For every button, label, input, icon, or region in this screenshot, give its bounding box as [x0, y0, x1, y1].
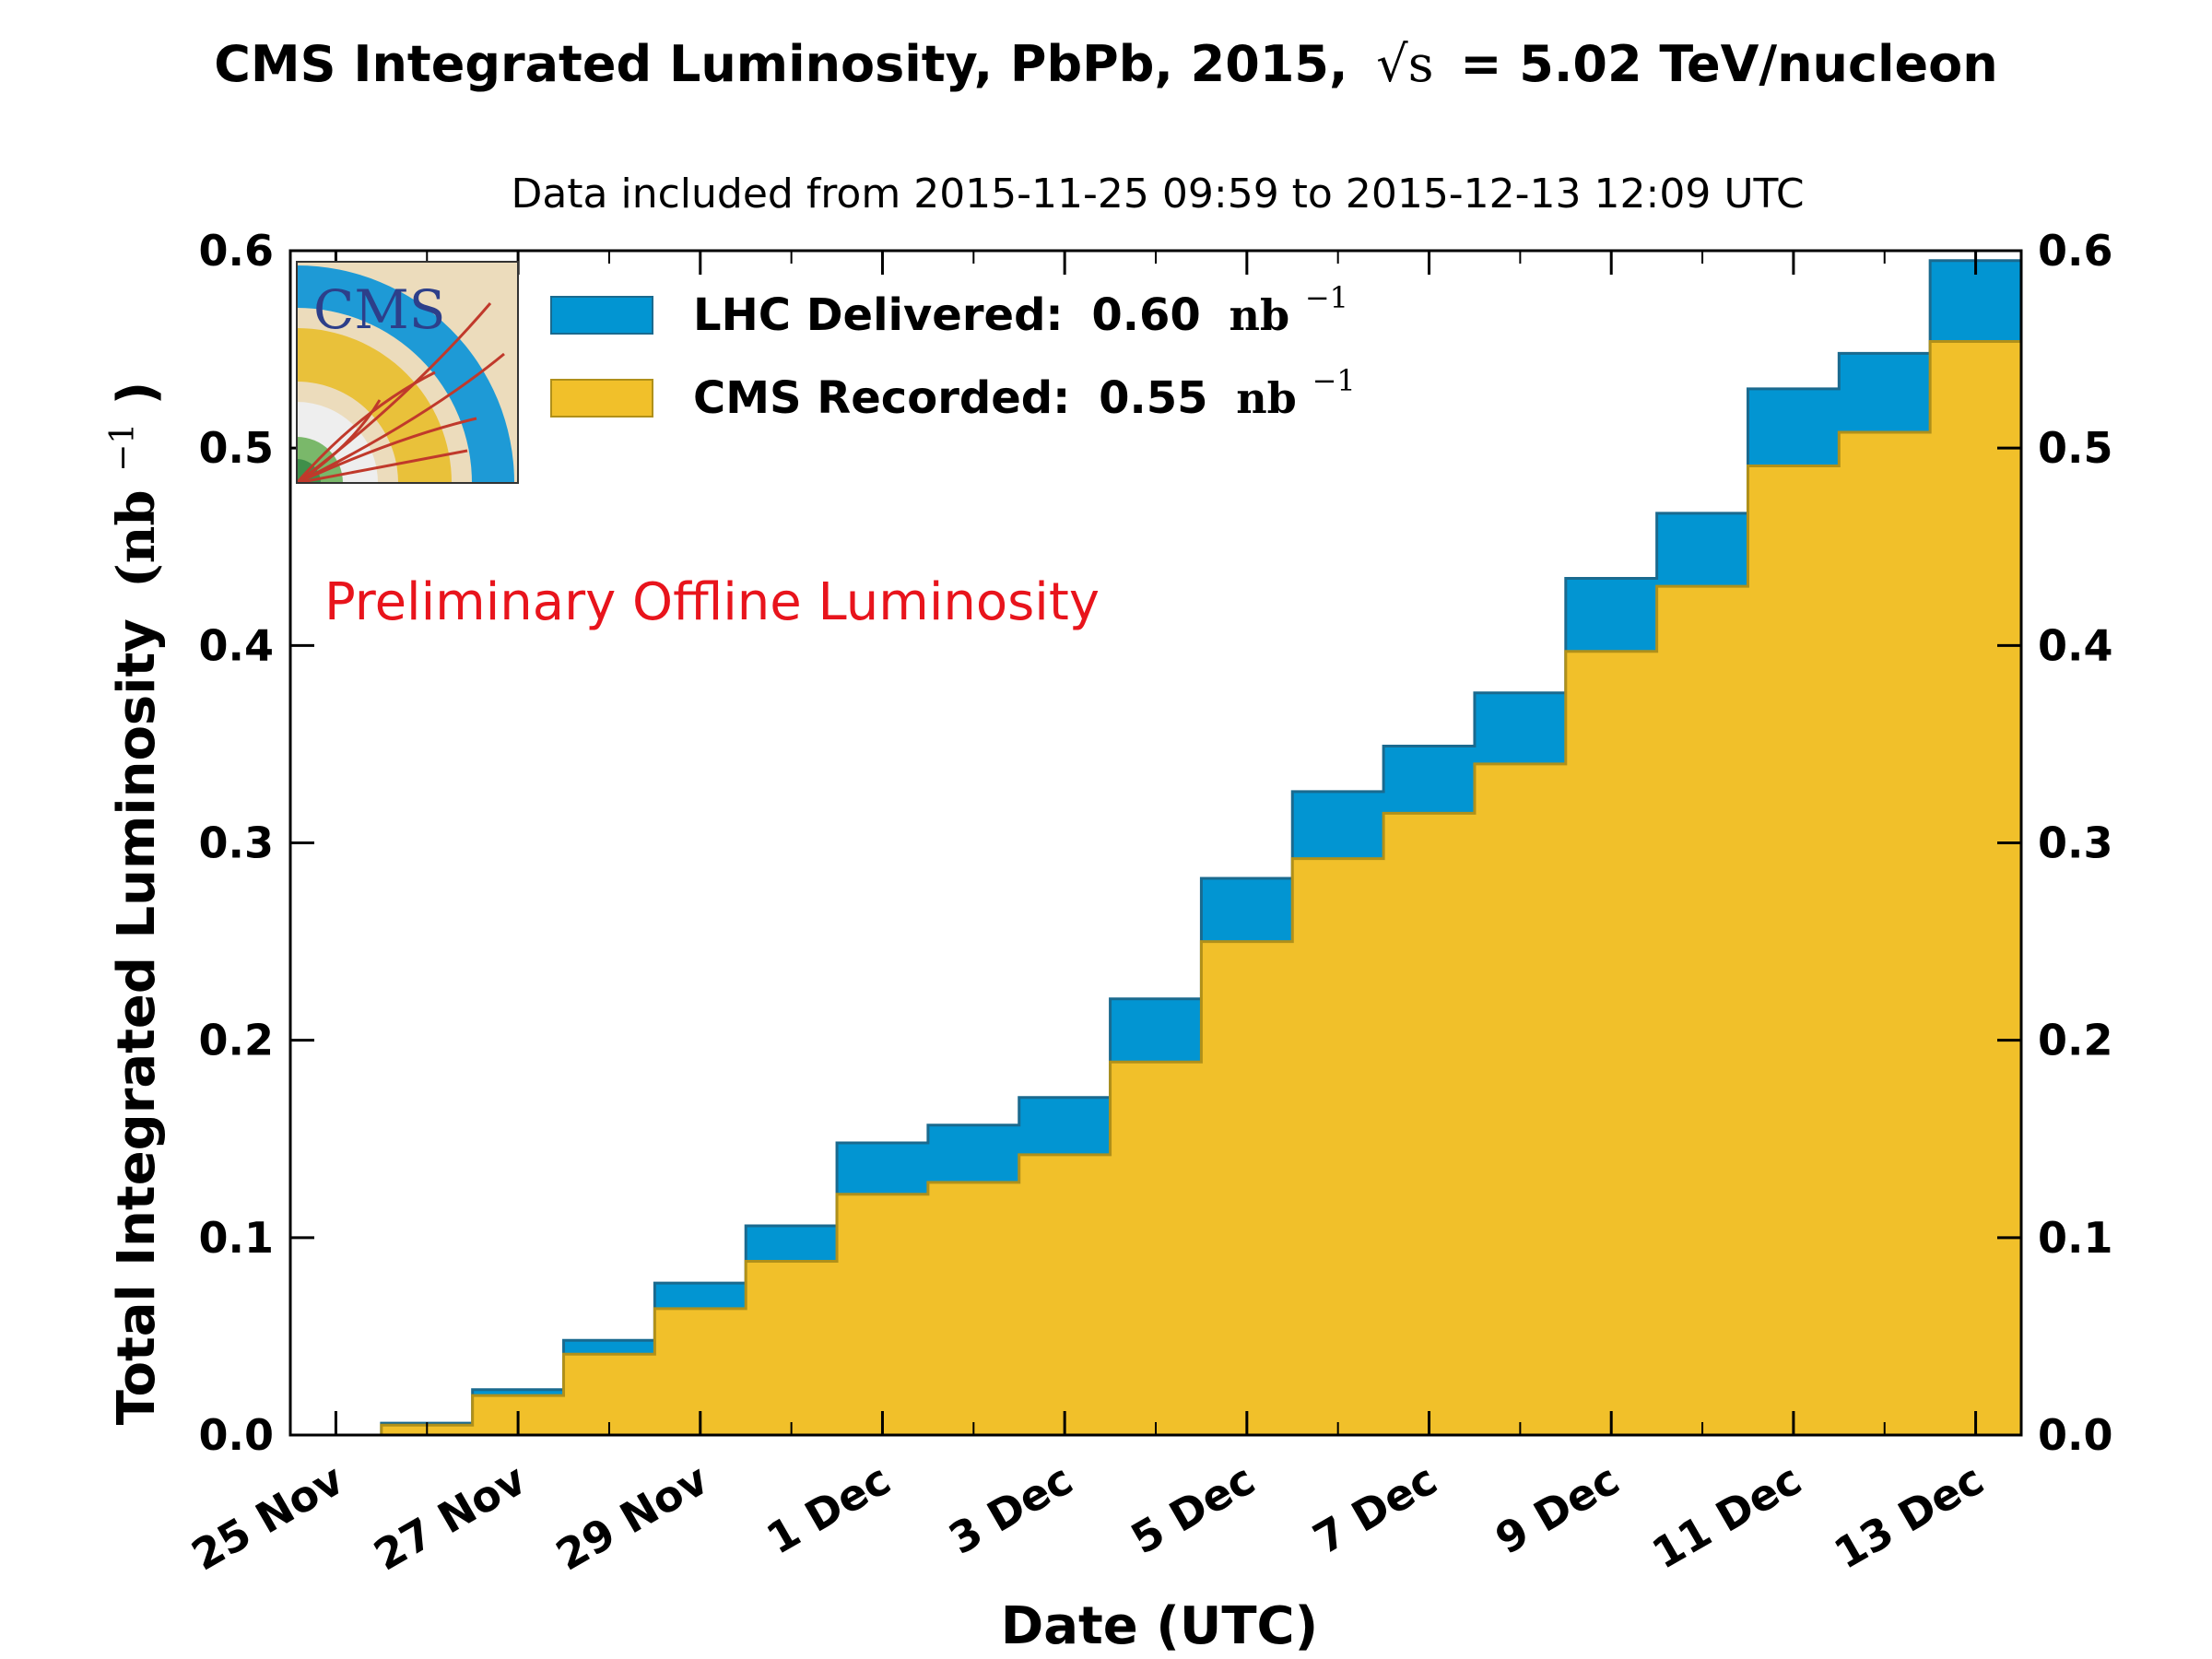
legend-swatch-cms-recorded — [550, 379, 653, 418]
chart-subtitle: Data included from 2015-11-25 09:59 to 2… — [511, 171, 1804, 218]
y-axis-label-unit-exp: −1 — [104, 423, 142, 472]
x-tick-label: 7 Dec — [1305, 1454, 1445, 1564]
chart-title-sqrt: √s — [1376, 35, 1433, 93]
legend-lhc-unit: nb — [1230, 290, 1290, 340]
y-tick-label-right: 0.6 — [2038, 226, 2113, 276]
x-tick-label: 3 Dec — [940, 1454, 1080, 1564]
x-tick-label: 1 Dec — [759, 1454, 899, 1564]
legend-lhc-name: LHC Delivered: — [693, 289, 1064, 341]
legend-swatch-lhc-delivered — [550, 296, 653, 335]
legend: LHC Delivered: 0.60 nb −1 CMS Recorded: … — [550, 280, 1356, 424]
y-tick-label-right: 0.1 — [2038, 1213, 2113, 1263]
chart-title-main: CMS Integrated Luminosity, PbPb, 2015, — [214, 35, 1347, 93]
y-tick-label-right: 0.5 — [2038, 423, 2113, 473]
area-cms-recorded — [290, 341, 2021, 1436]
preliminary-annotation: Preliminary Offline Luminosity — [324, 572, 1100, 632]
y-tick-label-left: 0.0 — [199, 1410, 275, 1460]
legend-cms-name: CMS Recorded: — [693, 372, 1070, 424]
y-tick-label-left: 0.3 — [199, 818, 275, 868]
y-axis-label-unit-close: ) — [107, 382, 167, 406]
chart-title-energy: = 5.02 TeV/nucleon — [1460, 35, 1997, 93]
legend-label-cms-recorded: CMS Recorded: 0.55 nb −1 — [693, 363, 1356, 424]
legend-cms-unit: nb — [1236, 373, 1297, 423]
legend-cms-value: 0.55 — [1099, 372, 1207, 424]
chart-title: CMS Integrated Luminosity, PbPb, 2015, √… — [214, 35, 1997, 93]
x-axis-label: Date (UTC) — [1001, 1596, 1318, 1656]
y-tick-label-left: 0.5 — [199, 423, 275, 473]
cms-logo: CMS — [296, 261, 519, 484]
x-tick-label: 25 Nov — [183, 1454, 352, 1581]
x-tick-label: 13 Dec — [1826, 1454, 1992, 1579]
y-tick-label-right: 0.3 — [2038, 818, 2113, 868]
y-axis-ticks: 0.0 0.00.1 0.10.2 0.20.3 0.30.4 0.40.5 0.50.6 0… — [199, 226, 2113, 1460]
y-axis-label: Total Integrated Luminosity (nb −1 ) — [87, 382, 167, 1426]
step-line-cms-recorded — [290, 340, 2021, 1437]
y-tick-label-left: 0.6 — [199, 226, 275, 276]
x-tick-label: 5 Dec — [1123, 1454, 1263, 1564]
x-tick-label: 29 Nov — [547, 1454, 716, 1581]
y-tick-label-right: 0.0 — [2038, 1410, 2113, 1460]
legend-cms-unit-exp: −1 — [1312, 363, 1356, 398]
y-tick-label-left: 0.4 — [199, 620, 275, 670]
legend-lhc-value: 0.60 — [1091, 289, 1200, 341]
x-tick-label: 9 Dec — [1487, 1454, 1627, 1564]
x-tick-label: 11 Dec — [1643, 1454, 1809, 1579]
legend-label-lhc-delivered: LHC Delivered: 0.60 nb −1 — [693, 280, 1348, 341]
legend-lhc-unit-exp: −1 — [1305, 280, 1348, 315]
y-axis-label-unit: (nb — [106, 489, 167, 587]
cms-logo-text: CMS — [313, 278, 446, 341]
area-fills — [290, 259, 2021, 1437]
y-tick-label-left: 0.1 — [199, 1213, 275, 1263]
y-tick-label-left: 0.2 — [199, 1016, 275, 1065]
step-line-lhc-delivered — [290, 259, 2021, 1437]
y-axis-label-text: Total Integrated Luminosity — [107, 618, 167, 1425]
x-tick-label: 27 Nov — [366, 1454, 535, 1581]
y-tick-label-right: 0.2 — [2038, 1016, 2113, 1065]
y-tick-label-right: 0.4 — [2038, 620, 2113, 670]
